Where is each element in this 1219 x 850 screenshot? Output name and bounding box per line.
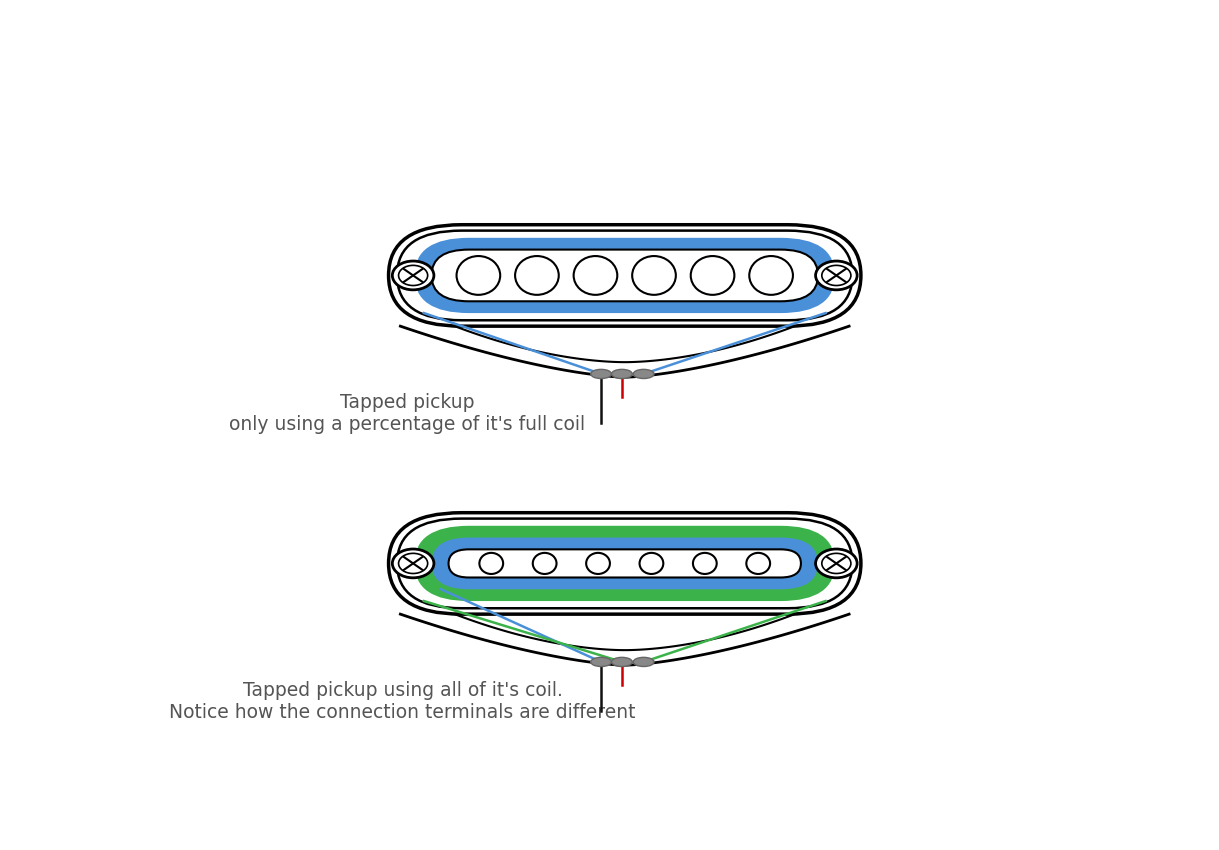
- FancyBboxPatch shape: [414, 526, 835, 601]
- Ellipse shape: [457, 256, 500, 295]
- Ellipse shape: [516, 256, 558, 295]
- Circle shape: [399, 553, 428, 574]
- FancyBboxPatch shape: [432, 250, 818, 301]
- Ellipse shape: [633, 370, 655, 378]
- Ellipse shape: [633, 256, 675, 295]
- Ellipse shape: [612, 657, 633, 666]
- Text: Tapped pickup using all of it's coil.
Notice how the connection terminals are di: Tapped pickup using all of it's coil. No…: [169, 681, 636, 722]
- Circle shape: [816, 549, 857, 578]
- Ellipse shape: [633, 657, 655, 666]
- Ellipse shape: [691, 256, 734, 295]
- FancyBboxPatch shape: [449, 549, 801, 577]
- Ellipse shape: [692, 552, 717, 574]
- Ellipse shape: [574, 256, 617, 295]
- Ellipse shape: [533, 552, 557, 574]
- Ellipse shape: [640, 552, 663, 574]
- Ellipse shape: [591, 370, 612, 378]
- FancyBboxPatch shape: [397, 230, 852, 320]
- Ellipse shape: [586, 552, 610, 574]
- Circle shape: [393, 261, 434, 290]
- FancyBboxPatch shape: [414, 238, 835, 313]
- Circle shape: [822, 265, 851, 286]
- FancyBboxPatch shape: [432, 537, 818, 589]
- Ellipse shape: [479, 552, 503, 574]
- Ellipse shape: [612, 370, 633, 378]
- FancyBboxPatch shape: [389, 513, 861, 615]
- Circle shape: [822, 553, 851, 574]
- FancyBboxPatch shape: [389, 224, 861, 326]
- Circle shape: [393, 549, 434, 578]
- Ellipse shape: [750, 256, 792, 295]
- Ellipse shape: [591, 657, 612, 666]
- Circle shape: [399, 265, 428, 286]
- Circle shape: [816, 261, 857, 290]
- Ellipse shape: [746, 552, 770, 574]
- FancyBboxPatch shape: [397, 518, 852, 609]
- Text: Tapped pickup
only using a percentage of it's full coil: Tapped pickup only using a percentage of…: [229, 394, 585, 434]
